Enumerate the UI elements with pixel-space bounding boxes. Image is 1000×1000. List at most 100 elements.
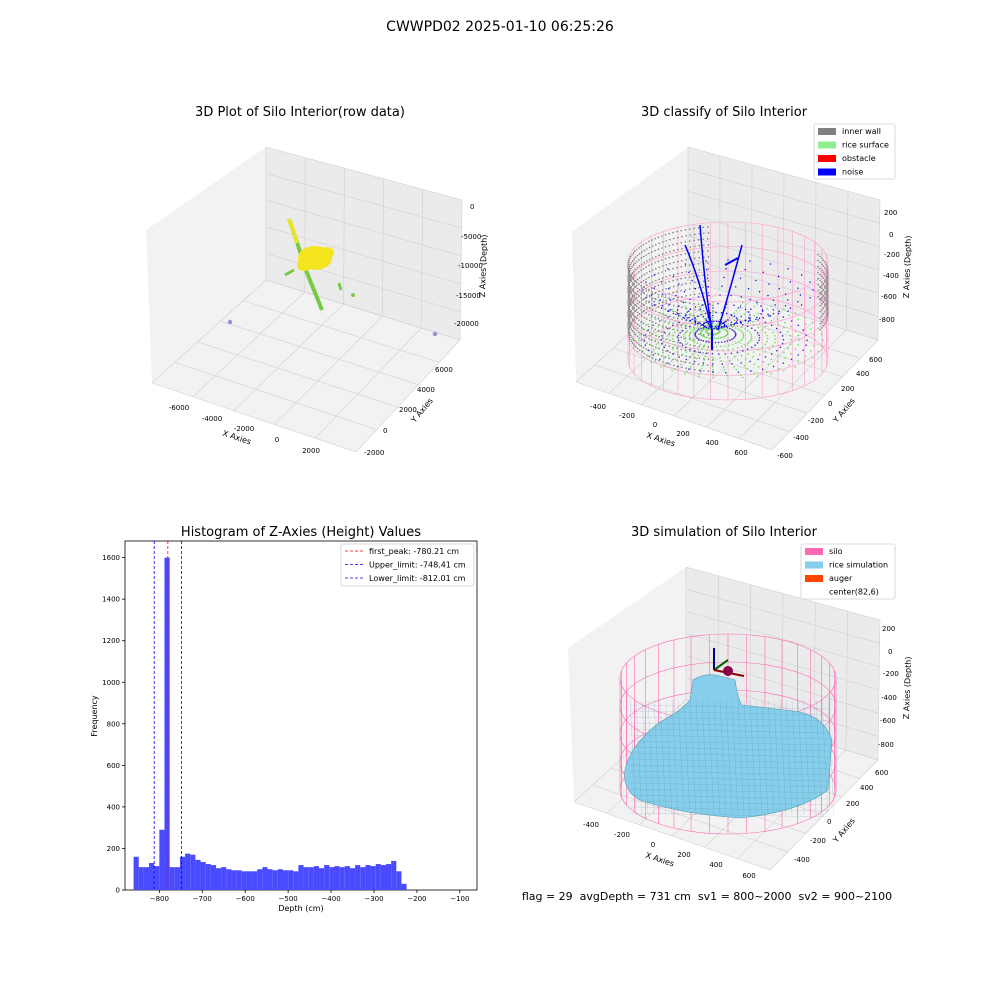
histogram-bar bbox=[334, 866, 340, 890]
histogram-bar bbox=[319, 868, 325, 890]
histogram-title: Histogram of Z-Axies (Height) Values bbox=[181, 525, 421, 540]
raw-x-tick: 2000 bbox=[302, 447, 320, 455]
histogram-bar bbox=[164, 557, 170, 890]
classify-z-tick: -800 bbox=[879, 316, 895, 324]
simulation-z-label: Z Axies (Depth) bbox=[902, 656, 913, 719]
histogram-bar bbox=[205, 864, 211, 890]
simulation-x-tick: 200 bbox=[677, 851, 690, 859]
raw-panel-title: 3D Plot of Silo Interior(row data) bbox=[195, 105, 405, 120]
simulation-legend-label: center(82,6) bbox=[829, 588, 879, 597]
histogram-bar bbox=[339, 867, 345, 890]
raw-y-tick: 2000 bbox=[399, 406, 417, 414]
histogram-bar bbox=[149, 862, 155, 890]
histogram-bar bbox=[185, 853, 191, 890]
raw-x-tick: -4000 bbox=[202, 415, 222, 423]
raw-x-tick: 0 bbox=[275, 436, 279, 444]
simulation-x-tick: 0 bbox=[651, 841, 655, 849]
classify-x-tick: 0 bbox=[653, 421, 657, 429]
simulation-legend-label: auger bbox=[829, 574, 853, 583]
classify-y-label: Y Axies bbox=[831, 396, 857, 425]
histogram-y-tick: 1600 bbox=[102, 554, 120, 562]
classify-z-label: Z Axies (Depth) bbox=[902, 235, 913, 298]
simulation-legend-swatch bbox=[805, 548, 823, 555]
histogram-bar bbox=[282, 870, 289, 890]
status-footer: flag = 29 avgDepth = 731 cm sv1 = 800~20… bbox=[522, 890, 892, 903]
simulation-z-ticks: 200 0 -200 -400 -600 -800 bbox=[878, 625, 899, 749]
simulation-y-ticks: -400 -200 0 200 400 600 bbox=[794, 769, 888, 864]
classify-legend-label: inner wall bbox=[842, 127, 881, 136]
histogram-panel: Histogram of Z-Axies (Height) Values −80… bbox=[90, 525, 478, 913]
classify-rice-surface-points bbox=[632, 301, 824, 379]
simulation-x-tick: 400 bbox=[709, 861, 722, 869]
simulation-x-ticks: -400 -200 0 200 400 600 bbox=[583, 821, 756, 880]
classify-x-tick: 600 bbox=[734, 449, 747, 457]
histogram-x-tick: −100 bbox=[450, 895, 469, 903]
raw-z-tick: -10000 bbox=[458, 262, 483, 270]
simulation-y-tick: 400 bbox=[860, 784, 873, 792]
histogram-bar bbox=[391, 860, 397, 890]
raw-z-tick: -15000 bbox=[456, 292, 481, 300]
histogram-legend-label: Upper_limit: -748.41 cm bbox=[369, 561, 466, 570]
histogram-bar bbox=[190, 854, 196, 890]
histogram-bar bbox=[174, 867, 180, 890]
histogram-bar bbox=[355, 865, 361, 890]
simulation-auger bbox=[713, 648, 745, 677]
simulation-y-tick: -200 bbox=[810, 837, 826, 845]
histogram-bar bbox=[133, 856, 139, 890]
histogram-bar bbox=[344, 866, 350, 890]
simulation-x-label: X Axies bbox=[644, 851, 675, 869]
raw-x-tick: -6000 bbox=[169, 404, 189, 412]
classify-legend-label: obstacle bbox=[842, 154, 876, 163]
classify-x-label: X Axies bbox=[645, 431, 676, 449]
histogram-y-tick: 1400 bbox=[102, 596, 120, 604]
classify-y-tick: 400 bbox=[856, 370, 869, 378]
classify-x-tick: -200 bbox=[619, 412, 635, 420]
classify-legend-swatch bbox=[818, 141, 836, 149]
histogram-y-label: Frequency bbox=[90, 695, 99, 737]
classify-legend-swatch bbox=[818, 155, 836, 162]
histogram-bar bbox=[313, 866, 320, 890]
simulation-z-tick: 0 bbox=[888, 648, 892, 656]
histogram-bar bbox=[272, 870, 278, 890]
classify-y-tick: -600 bbox=[777, 452, 793, 460]
histogram-bar bbox=[329, 867, 335, 890]
histogram-x-tick: −500 bbox=[279, 895, 298, 903]
histogram-bar bbox=[293, 871, 299, 890]
simulation-panel: 3D simulation of Silo Interior silo rice … bbox=[568, 525, 913, 880]
histogram-bar bbox=[349, 868, 356, 890]
histogram-bar bbox=[246, 871, 253, 890]
histogram-bar bbox=[216, 868, 222, 890]
raw-z-tick: -20000 bbox=[454, 320, 479, 328]
histogram-legend-label: first_peak: -780.21 cm bbox=[369, 547, 459, 556]
raw-y-tick: 4000 bbox=[417, 386, 435, 394]
raw-z-tick: 0 bbox=[470, 203, 474, 211]
classify-legend-label: noise bbox=[842, 168, 863, 177]
raw-x-tick: -2000 bbox=[234, 425, 254, 433]
simulation-z-tick: -800 bbox=[878, 741, 894, 749]
histogram-bar bbox=[324, 865, 330, 890]
classify-x-tick: 200 bbox=[676, 430, 689, 438]
histogram-bar bbox=[226, 869, 232, 890]
classify-z-tick: -200 bbox=[884, 251, 900, 259]
histogram-bar bbox=[262, 867, 268, 890]
histogram-bar bbox=[179, 856, 186, 890]
simulation-panel-title: 3D simulation of Silo Interior bbox=[631, 525, 818, 540]
histogram-x-ticks: −800 −700 −600 −500 −400 −300 −200 −100 bbox=[150, 890, 469, 903]
histogram-bar bbox=[360, 867, 366, 890]
classify-noise-points bbox=[642, 224, 814, 350]
histogram-bar bbox=[370, 866, 376, 890]
simulation-legend: silo rice simulation auger center(82,6) bbox=[800, 543, 896, 600]
raw-outlier-point bbox=[227, 319, 233, 325]
raw-y-tick: -2000 bbox=[364, 449, 384, 457]
classify-panel: 3D classify of Silo Interior inner wall r… bbox=[572, 105, 913, 460]
raw-z-ticks: 0 -5000 -10000 -15000 -20000 bbox=[454, 203, 483, 328]
histogram-bars bbox=[133, 557, 407, 890]
histogram-bar bbox=[380, 865, 386, 890]
histogram-bar bbox=[252, 871, 258, 890]
histogram-x-tick: −600 bbox=[236, 895, 255, 903]
histogram-x-tick: −700 bbox=[193, 895, 212, 903]
histogram-bar bbox=[385, 864, 392, 890]
histogram-bar bbox=[277, 869, 283, 890]
histogram-bar bbox=[159, 829, 165, 890]
